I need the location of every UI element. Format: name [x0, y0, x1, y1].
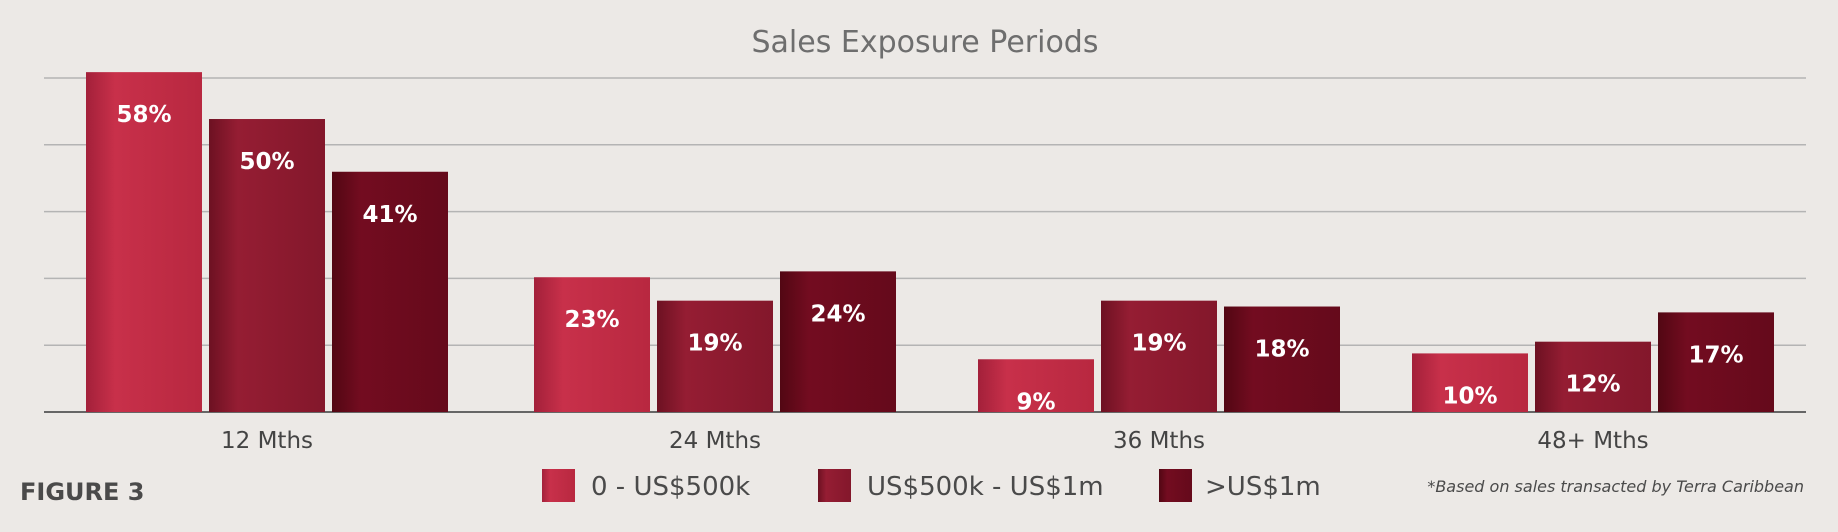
bar-24-mths-series-2 — [780, 271, 896, 412]
category-label: 12 Mths — [221, 428, 313, 454]
bar-48-mths-series-1 — [1535, 341, 1651, 412]
category-label: 48+ Mths — [1537, 428, 1648, 454]
bar-48-mths-series-0 — [1412, 353, 1528, 412]
data-label: 10% — [1442, 383, 1497, 409]
data-label: 23% — [564, 307, 619, 333]
data-label: 9% — [1016, 389, 1055, 415]
data-label: 19% — [687, 331, 742, 357]
legend-swatch-0 — [542, 469, 575, 502]
footnote: *Based on sales transacted by Terra Cari… — [1427, 477, 1804, 496]
bar-36-mths-series-1 — [1101, 300, 1217, 412]
bars — [86, 72, 1774, 412]
category-label: 36 Mths — [1113, 428, 1205, 454]
data-label: 41% — [362, 202, 417, 228]
data-label: 17% — [1688, 342, 1743, 368]
legend-swatch-2 — [1159, 469, 1192, 502]
data-label: 18% — [1254, 337, 1309, 363]
data-label: 12% — [1565, 372, 1620, 398]
bar-36-mths-series-0 — [978, 359, 1094, 412]
data-label: 24% — [810, 301, 865, 327]
bar-12-mths-series-2 — [332, 171, 448, 412]
chart-title: Sales Exposure Periods — [752, 25, 1099, 60]
legend-label-1: US$500k - US$1m — [867, 472, 1104, 502]
legend-label-0: 0 - US$500k — [591, 472, 750, 502]
bar-24-mths-series-0 — [534, 277, 650, 412]
category-labels: 12 Mths 24 Mths 36 Mths 48+ Mths — [221, 428, 1649, 454]
bar-36-mths-series-2 — [1224, 306, 1340, 412]
data-label: 19% — [1131, 331, 1186, 357]
legend-label-2: >US$1m — [1205, 472, 1321, 502]
legend: 0 - US$500k US$500k - US$1m >US$1m — [542, 469, 1321, 502]
data-label: 50% — [239, 149, 294, 175]
data-label: 58% — [116, 102, 171, 128]
bar-48-mths-series-2 — [1658, 312, 1774, 412]
bar-24-mths-series-1 — [657, 300, 773, 412]
figure-label: FIGURE 3 — [20, 478, 144, 506]
category-label: 24 Mths — [669, 428, 761, 454]
bar-12-mths-series-1 — [209, 119, 325, 412]
data-labels: 58% 50% 41% 23% 19% 24% 9% 19% 18% 10% 12% 17% — [116, 102, 1743, 415]
bar-12-mths-series-0 — [86, 72, 202, 412]
legend-swatch-1 — [818, 469, 851, 502]
